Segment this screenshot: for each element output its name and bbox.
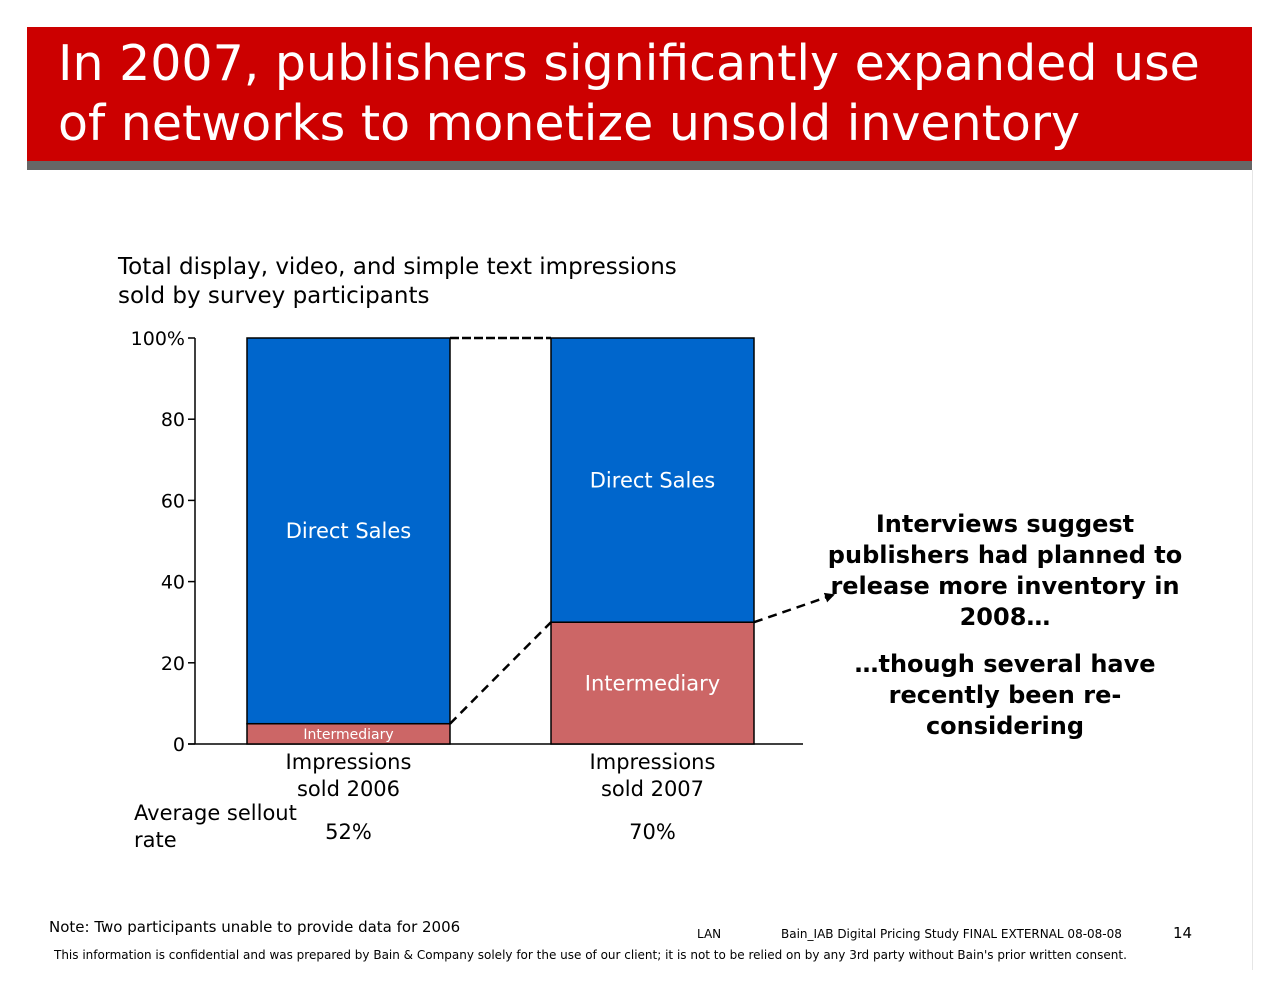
footnote: Note: Two participants unable to provide… (49, 918, 461, 936)
connector-intermediary (449, 621, 552, 725)
segment-label-intermediary: Intermediary (585, 671, 720, 695)
bar-direct-sales-1 (246, 337, 451, 725)
footer-study-name: Bain_IAB Digital Pricing Study FINAL EXT… (781, 927, 1122, 941)
y-tick-label: 100% (131, 328, 185, 350)
y-tick-label: 20 (161, 653, 185, 675)
chart-title: Total display, video, and simple text im… (118, 254, 677, 309)
callout-primary: Interviews suggest publishers had planne… (827, 510, 1183, 631)
slide-edge-divider (1252, 170, 1253, 970)
y-tick-label: 40 (161, 572, 185, 594)
footer-office: LAN (697, 927, 722, 941)
page-number: 14 (1173, 924, 1193, 942)
sellout-rate-value: 70% (629, 820, 676, 844)
sellout-rate-value: 52% (325, 820, 372, 844)
title-bar (27, 27, 1252, 161)
x-category-label: Impressions sold 2007 (590, 750, 716, 801)
callout-secondary: …though several have recently been re-co… (854, 650, 1156, 740)
sellout-rate-label: Average sellout rate (134, 801, 297, 852)
y-tick-label: 80 (161, 409, 185, 431)
y-tick-label: 60 (161, 490, 185, 512)
slide-title: In 2007, publishers significantly expand… (58, 35, 1200, 152)
confidentiality-notice: This information is confidential and was… (54, 948, 1127, 962)
y-tick-label: 0 (173, 734, 185, 756)
segment-label-direct-sales: Direct Sales (590, 468, 715, 492)
segment-label-intermediary: Intermediary (303, 727, 393, 743)
x-category-label: Impressions sold 2006 (286, 750, 412, 801)
title-bar-shadow (27, 161, 1252, 170)
segment-label-direct-sales: Direct Sales (286, 519, 411, 543)
bar-direct-sales-2 (550, 337, 755, 623)
